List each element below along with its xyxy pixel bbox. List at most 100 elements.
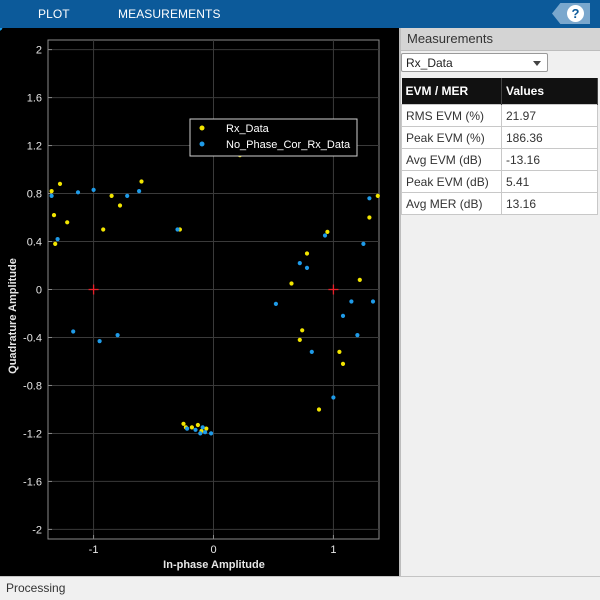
- data-point: [209, 431, 214, 436]
- table-row: Peak EVM (dB) 5.41: [401, 170, 598, 193]
- data-point: [200, 425, 205, 430]
- signal-select-value: Rx_Data: [406, 56, 453, 70]
- data-point: [203, 430, 208, 435]
- data-point: [337, 349, 342, 354]
- data-point: [297, 261, 302, 266]
- help-icon: ?: [567, 5, 584, 22]
- data-point: [71, 329, 76, 334]
- tab-measurements[interactable]: MEASUREMENTS: [118, 7, 221, 21]
- data-point: [289, 281, 294, 286]
- metric-value: 186.36: [501, 126, 598, 149]
- data-point: [370, 299, 376, 304]
- legend[interactable]: Rx_Data No_Phase_Cor_Rx_Data: [189, 118, 358, 157]
- y-tick-label: -0.8: [23, 380, 42, 392]
- data-point: [65, 220, 70, 225]
- data-point: [91, 187, 96, 192]
- table-row: Peak EVM (%) 186.36: [401, 126, 598, 149]
- metric-name: RMS EVM (%): [401, 104, 502, 127]
- data-point: [316, 407, 322, 412]
- constellation-plot[interactable]: 2 1.6 1.2 0.8 0.4 0 -0.4 -0.8 -1.2 -1.6 -2 -1 0 1 In…: [0, 28, 399, 576]
- data-point: [361, 241, 366, 246]
- legend-entry-no-phase-cor: No_Phase_Cor_Rx_Data: [226, 139, 351, 151]
- chevron-down-icon: [533, 61, 541, 66]
- metric-value: -13.16: [501, 148, 598, 171]
- x-tick-label: 0: [210, 544, 216, 556]
- metric-value: 13.16: [501, 192, 598, 215]
- y-tick-label: -1.2: [23, 428, 42, 440]
- measurements-table: EVM / MER Values RMS EVM (%) 21.97 Peak …: [401, 78, 598, 215]
- data-point: [193, 427, 198, 432]
- data-point: [367, 196, 372, 201]
- metric-name: Peak EVM (dB): [401, 170, 502, 193]
- data-point: [309, 349, 314, 354]
- data-point: [367, 215, 372, 220]
- data-points: [0, 28, 380, 436]
- metric-name: Avg EVM (dB): [401, 148, 502, 171]
- data-point: [139, 179, 144, 184]
- data-point: [204, 426, 209, 431]
- reference-constellation: [88, 284, 339, 295]
- metric-value: 21.97: [501, 104, 598, 127]
- y-tick-label: 1.6: [27, 93, 42, 105]
- measurements-panel: Measurements Rx_Data EVM / MER Values RM…: [401, 28, 600, 576]
- data-point: [125, 193, 130, 198]
- column-header-values[interactable]: Values: [501, 78, 598, 105]
- legend-marker-no-phase-cor: [199, 141, 205, 147]
- data-point: [322, 233, 328, 238]
- data-point: [304, 265, 310, 270]
- table-row: RMS EVM (%) 21.97: [401, 104, 598, 127]
- x-tick-label: 1: [330, 544, 336, 556]
- data-point: [340, 361, 346, 366]
- data-point: [357, 277, 362, 282]
- x-tick-labels: -1 0 1: [89, 544, 337, 556]
- tab-plot[interactable]: PLOT: [38, 7, 70, 21]
- data-point: [137, 189, 142, 194]
- data-point: [300, 328, 305, 333]
- status-text: Processing: [6, 581, 66, 595]
- data-point: [297, 337, 302, 342]
- y-tick-label: -1.6: [23, 476, 42, 488]
- column-header-evm-mer[interactable]: EVM / MER: [401, 78, 502, 105]
- table-row: Avg MER (dB) 13.16: [401, 192, 598, 215]
- panel-title: Measurements: [401, 28, 600, 51]
- data-point: [375, 193, 380, 198]
- y-tick-label: 0.4: [27, 237, 42, 249]
- data-point: [331, 395, 336, 400]
- y-tick-label: 1.2: [27, 141, 42, 153]
- legend-marker-rx-data: [199, 125, 205, 131]
- y-tick-label: -2: [32, 524, 42, 536]
- data-point: [57, 181, 63, 186]
- toolstrip: PLOT MEASUREMENTS ?: [0, 0, 600, 28]
- legend-box: [189, 118, 358, 157]
- data-point: [55, 237, 60, 242]
- data-point: [53, 241, 58, 246]
- metric-name: Avg MER (dB): [401, 192, 502, 215]
- y-tick-label: -0.4: [23, 332, 42, 344]
- signal-select-dropdown[interactable]: Rx_Data: [401, 53, 548, 72]
- data-point: [195, 422, 200, 428]
- constellation-plot-area[interactable]: 2 1.6 1.2 0.8 0.4 0 -0.4 -0.8 -1.2 -1.6 -2 -1 0 1 In…: [0, 28, 399, 576]
- status-bar: Processing: [0, 576, 600, 600]
- data-point: [189, 425, 194, 430]
- y-axis-label: Quadrature Amplitude: [7, 258, 19, 374]
- data-point: [0, 28, 3, 31]
- data-point: [101, 227, 106, 232]
- data-point: [349, 299, 354, 304]
- data-point: [75, 190, 81, 195]
- data-point: [355, 333, 360, 338]
- series-no-phase-cor-rx-data: [0, 28, 376, 436]
- data-point: [325, 229, 330, 234]
- data-point: [115, 333, 120, 338]
- y-tick-label: 0.8: [27, 189, 42, 201]
- panel-splitter[interactable]: [399, 28, 401, 576]
- x-axis-label: In-phase Amplitude: [163, 559, 265, 571]
- table-row: Avg EVM (dB) -13.16: [401, 148, 598, 171]
- data-point: [181, 421, 186, 426]
- data-point: [109, 193, 114, 198]
- help-button[interactable]: ?: [552, 2, 592, 26]
- data-point: [175, 227, 180, 232]
- data-point: [51, 213, 57, 218]
- data-point: [49, 189, 54, 194]
- y-tick-label: 2: [36, 45, 42, 57]
- data-point: [97, 339, 102, 344]
